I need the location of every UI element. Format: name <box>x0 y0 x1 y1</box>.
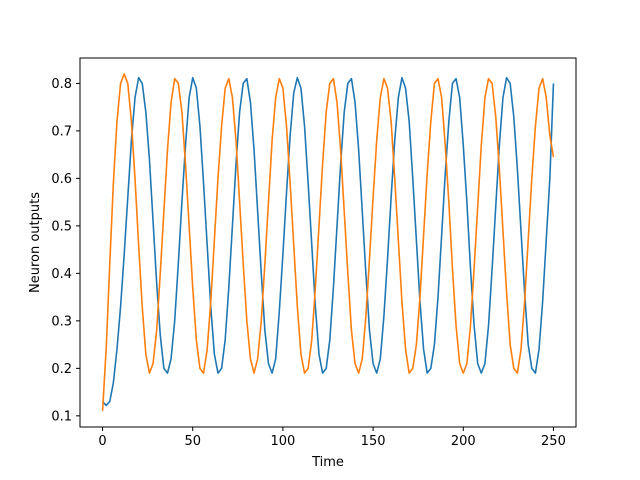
x-tick-label: 100 <box>270 434 295 449</box>
x-tick-label: 150 <box>361 434 386 449</box>
y-axis-label: Neuron outputs <box>28 192 43 293</box>
x-tick-label: 200 <box>451 434 476 449</box>
y-tick-label: 0.4 <box>51 267 72 282</box>
y-tick-label: 0.8 <box>51 77 72 92</box>
plot-frame <box>79 57 577 428</box>
y-axis-ticks: 0.1 0.2 0.3 0.4 0.5 0.6 0.7 0.8 <box>51 77 80 424</box>
y-tick-label: 0.2 <box>51 362 72 377</box>
x-tick-label: 50 <box>184 434 201 449</box>
x-axis-label: Time <box>311 455 344 470</box>
y-tick-label: 0.7 <box>51 124 72 139</box>
y-tick-label: 0.3 <box>51 314 72 329</box>
y-tick-label: 0.5 <box>51 219 72 234</box>
plot-lines <box>101 73 555 412</box>
series-line-1 <box>101 76 555 407</box>
series-line-2 <box>101 73 555 412</box>
x-tick-label: 0 <box>98 434 106 449</box>
x-axis-ticks: 0 50 100 150 200 250 <box>98 427 566 449</box>
y-tick-label: 0.6 <box>51 172 72 187</box>
x-tick-label: 250 <box>541 434 566 449</box>
y-tick-label: 0.1 <box>51 409 72 424</box>
